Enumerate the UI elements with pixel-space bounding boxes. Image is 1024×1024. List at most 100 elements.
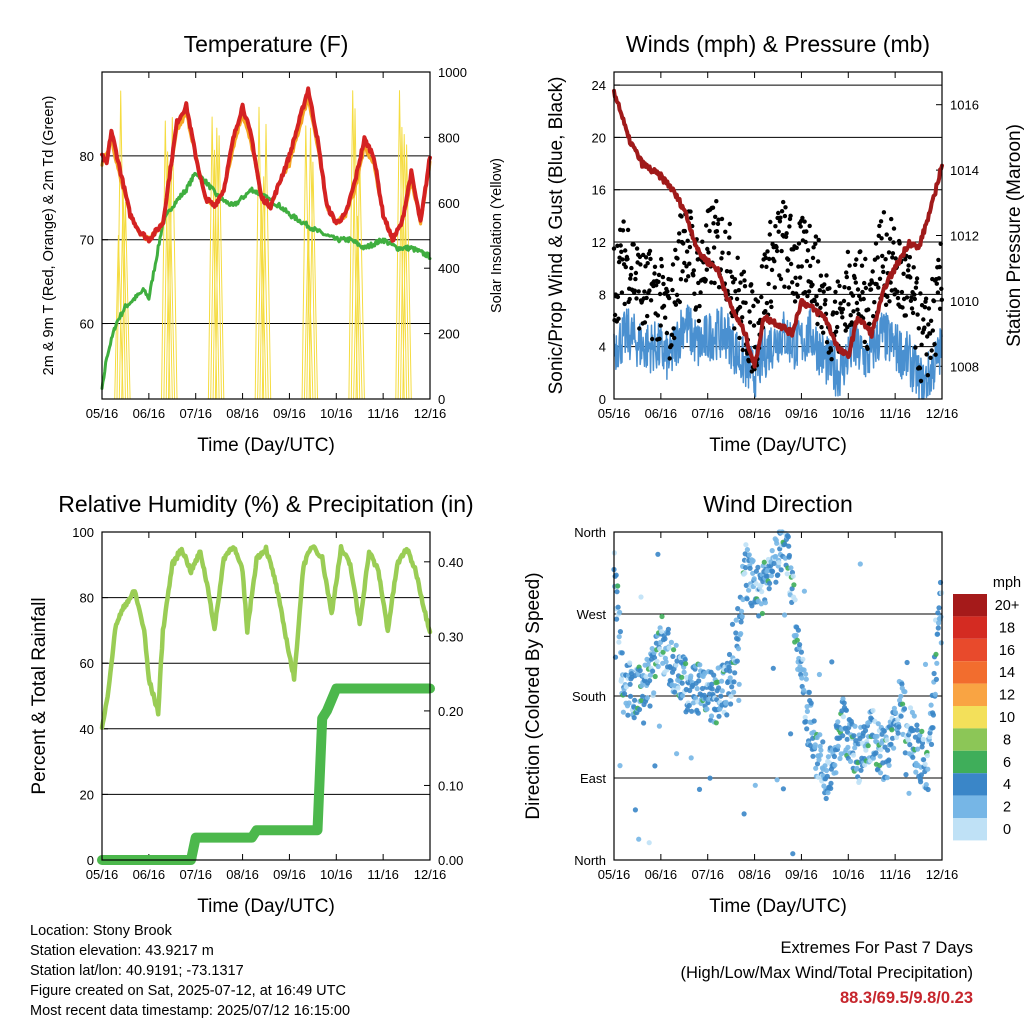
gust-dot [833,289,838,295]
direction-dot [934,660,940,666]
direction-dot [841,700,847,706]
gust-dot [648,298,654,303]
direction-dot [933,651,939,657]
legend-label: 0 [1003,822,1011,838]
gust-dot [855,287,861,292]
gust-dot [759,294,764,300]
gust-dot [928,355,933,360]
direction-dot [744,547,751,553]
gust-dot [897,241,902,246]
gust-dot [846,302,851,307]
x-tick-label: 10/16 [320,867,353,882]
gust-dot [741,269,747,274]
direction-dot [762,600,769,606]
direction-dot [613,572,619,578]
direction-dot [644,695,651,701]
insolation-line [254,106,265,400]
gust-dot [795,294,801,299]
gust-dot [622,301,627,307]
direction-dot [766,586,772,592]
direction-dot [671,647,677,653]
direction-dot [649,646,655,652]
direction-dot [892,709,899,716]
direction-dot [673,662,679,668]
direction-dot [919,744,925,750]
legend-label: 18 [999,620,1015,636]
extremes-subtitle: (High/Low/Max Wind/Total Precipitation) [680,964,973,982]
direction-dot [799,675,805,681]
direction-dot [938,614,944,620]
direction-dot [797,642,803,648]
direction-dot [768,573,775,579]
y-tick-label: North [574,525,606,540]
direction-dot [742,570,748,576]
direction-dot [878,747,884,753]
gust-dot [781,199,786,205]
direction-dot [636,706,643,713]
x-tick-label: 10/16 [832,867,865,882]
gust-dot [749,282,754,287]
gust-dot [928,318,934,323]
y-tick-label: 16 [592,183,606,198]
direction-dot [906,790,912,796]
legend-label: 8 [1003,732,1011,748]
gust-dot [934,281,939,286]
legend-swatch [953,683,987,706]
direction-dot [812,742,818,748]
temp-9m-line [100,96,432,244]
direction-dot [751,576,757,582]
direction-dot [816,757,822,763]
gust-dot [704,223,709,228]
direction-dot [817,732,823,738]
direction-dot [652,673,658,680]
y2-tick-label: 800 [438,130,460,145]
direction-dot [735,636,741,642]
direction-dot [804,726,810,732]
y-axis-label: Direction (Colored By Speed) [523,572,544,819]
gust-dot [847,263,852,268]
direction-dot [895,730,901,736]
gust-dot [674,292,680,298]
gust-dot [815,259,821,264]
gust-dot [901,271,906,276]
direction-dot [852,745,858,751]
gust-dot [837,283,842,289]
gust-dot [710,205,716,210]
gust-dot [779,248,784,254]
y-axis-label: 2m & 9m T (Red, Orange) & 2m Td (Green) [41,96,57,376]
gust-dot [645,313,650,319]
gust-dot [872,300,877,305]
plot-border [101,71,431,400]
x-tick-label: 06/16 [133,867,166,882]
gust-dot [810,282,815,287]
gust-dot [814,294,819,299]
x-tick-label: 11/16 [879,406,911,421]
gust-dot [776,229,781,234]
gust-dot [677,231,682,236]
gust-dot [704,267,709,272]
gust-dot [891,226,897,231]
direction-dot [651,690,657,696]
direction-dot [750,558,756,564]
direction-dot [924,753,931,759]
gust-dot [899,289,905,295]
gust-dot [648,256,653,262]
direction-dot [934,631,941,637]
gust-dot [909,295,914,300]
direction-dot [716,713,722,719]
gust-dot [631,242,636,247]
gust-dot [926,306,932,311]
x-tick-label: 08/16 [738,406,771,421]
legend-swatch [953,616,987,639]
location-text: Location: Stony Brook [30,923,172,939]
gust-dot [911,265,916,270]
gust-dot [887,299,892,304]
x-tick-label: 07/16 [179,867,212,882]
gust-dot [716,217,721,222]
gust-dot [794,245,799,250]
gust-dot [777,219,783,224]
gust-dot [619,249,624,254]
direction-dot [840,714,847,720]
direction-dot [641,720,647,726]
insolation-line [350,108,361,400]
